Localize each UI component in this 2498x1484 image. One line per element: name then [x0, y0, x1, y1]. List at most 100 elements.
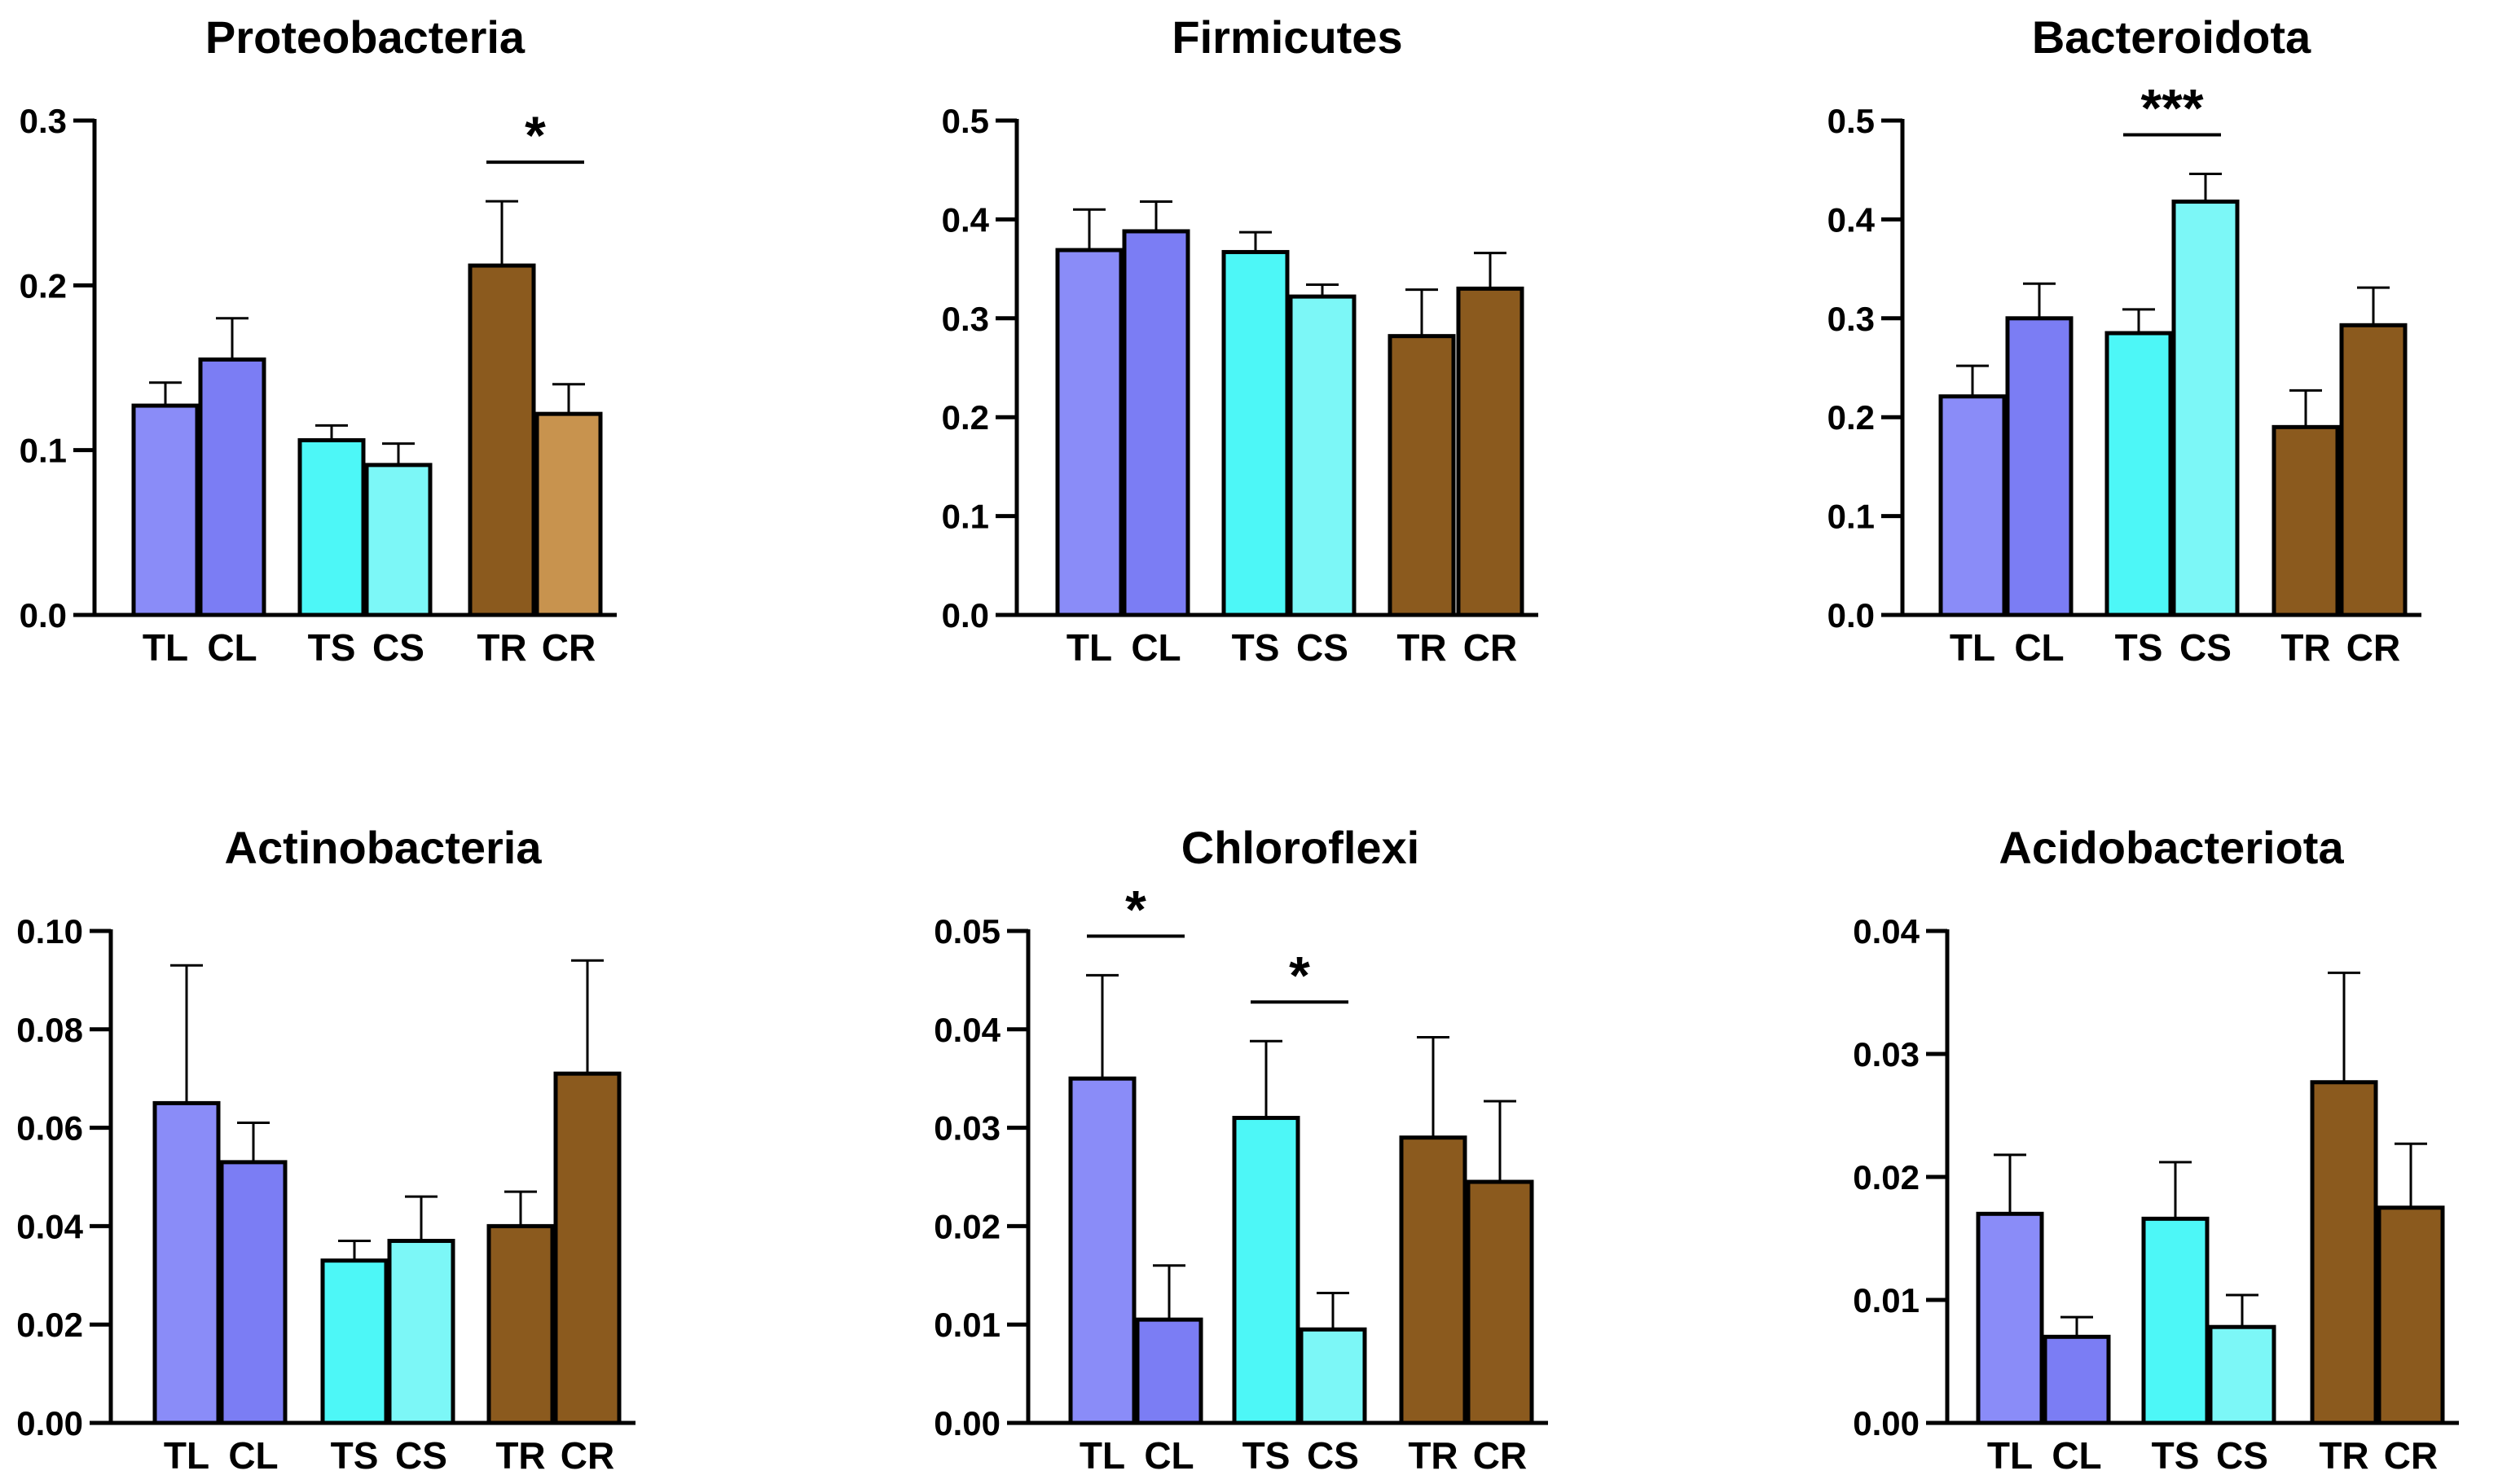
x-tick-label-cr: CR	[1463, 626, 1517, 669]
y-tick-label: 0.2	[942, 398, 989, 437]
y-tick-label: 0.04	[16, 1207, 83, 1245]
y-tick-label: 0.5	[942, 102, 989, 140]
x-tick-label-cs: CS	[395, 1434, 447, 1477]
significance-label: ***	[2140, 78, 2203, 138]
y-tick-label: 0.04	[934, 1011, 1001, 1049]
x-tick-label-cs: CS	[1307, 1434, 1359, 1477]
x-tick-label-cl: CL	[2052, 1434, 2101, 1477]
x-tick-label-cr: CR	[2384, 1434, 2438, 1477]
bar-cl	[2005, 316, 2074, 617]
bar-cl	[219, 1160, 288, 1425]
bar-tr	[1399, 1135, 1467, 1425]
x-tick-label-cs: CS	[2216, 1434, 2268, 1477]
y-tick-label: 0.06	[16, 1109, 83, 1148]
y-tick-label: 0.4	[942, 200, 990, 239]
panel-firmicutes: Firmicutes TL CL TS CS TR CR 0.0 0.1 0.2 0.3 0.4 0.5	[942, 11, 1538, 669]
x-tick-label-tl: TL	[1950, 626, 1995, 669]
bar-cr	[534, 411, 603, 617]
y-tick-label: 0.00	[16, 1404, 83, 1442]
y-tick-label: 0.04	[1853, 912, 1920, 951]
x-tick-label-cs: CS	[2179, 626, 2232, 669]
y-tick-label: 0.1	[20, 432, 67, 470]
y-tick-label: 0.1	[1827, 498, 1875, 536]
y-tick-label: 0.3	[942, 300, 989, 338]
bar-cs	[364, 463, 433, 617]
chart-title: Bacteroidota	[2032, 11, 2311, 63]
y-tick-label: 0.03	[1853, 1035, 1920, 1073]
x-tick-label-tl: TL	[1987, 1434, 2033, 1477]
bar-ts	[297, 438, 366, 617]
x-tick-label-tl: TL	[1080, 1434, 1125, 1477]
bar-cs	[1288, 294, 1357, 617]
x-tick-label-cl: CL	[1144, 1434, 1194, 1477]
y-tick-label: 0.02	[1853, 1158, 1920, 1196]
x-tick-label-cr: CR	[561, 1434, 614, 1477]
y-tick-label: 0.03	[934, 1109, 1001, 1148]
panel-bacteroidota: Bacteroidota TL CL TS CS TR CR 0.0 0.1 0.2 0.3 0.4 0…	[1827, 11, 2421, 669]
x-tick-label-cs: CS	[372, 626, 424, 669]
y-tick-label: 0.02	[16, 1306, 83, 1344]
x-tick-label-tr: TR	[1408, 1434, 1458, 1477]
panel-proteobacteria: Proteobacteria TL CL TS CS TR CR 0.0 0.1 0.2 0.3 *	[20, 11, 617, 669]
panel-acidobacteriota: Acidobacteriota TL CL TS CS TR CR 0.00 0.01 0.02 0…	[1853, 822, 2459, 1477]
x-tick-label-tl: TL	[1066, 626, 1112, 669]
bar-cr	[2339, 323, 2408, 617]
x-tick-label-cl: CL	[1131, 626, 1181, 669]
x-tick-label-tl: TL	[164, 1434, 209, 1477]
bar-cr	[2377, 1205, 2445, 1425]
x-tick-label-ts: TS	[2115, 626, 2163, 669]
y-tick-label: 0.10	[16, 912, 83, 951]
x-tick-label-tr: TR	[1396, 626, 1446, 669]
chart-title: Acidobacteriota	[1999, 822, 2344, 873]
x-tick-label-ts: TS	[1242, 1434, 1291, 1477]
bar-tl	[1055, 248, 1124, 617]
bar-cs	[1299, 1327, 1367, 1425]
y-tick-label: 0.2	[20, 266, 67, 305]
bar-cs	[387, 1239, 455, 1425]
y-tick-label: 0.01	[934, 1306, 1001, 1344]
y-tick-label: 0.08	[16, 1011, 83, 1049]
y-tick-label: 0.3	[1827, 300, 1875, 338]
y-tick-label: 0.3	[20, 102, 67, 140]
bar-cr	[553, 1071, 622, 1425]
bar-tl	[1976, 1211, 2044, 1425]
bar-tr	[2272, 424, 2340, 617]
x-tick-label-cl: CL	[228, 1434, 278, 1477]
x-tick-label-tr: TR	[477, 626, 526, 669]
bar-cr	[1466, 1179, 1534, 1425]
significance-label: *	[1289, 945, 1310, 1005]
bar-ts	[320, 1258, 389, 1425]
bar-tl	[1068, 1076, 1137, 1425]
bar-cl	[2043, 1334, 2111, 1425]
y-tick-label: 0.4	[1827, 200, 1876, 239]
bar-tr	[486, 1223, 555, 1425]
bar-tl	[131, 403, 200, 617]
bar-tl	[1938, 394, 2007, 617]
chart-title: Actinobacteria	[225, 822, 543, 873]
bar-cs	[2208, 1324, 2276, 1425]
x-tick-label-ts: TS	[331, 1434, 379, 1477]
bar-tr	[1388, 334, 1456, 617]
bar-tr	[2310, 1080, 2378, 1425]
x-tick-label-ts: TS	[2152, 1434, 2200, 1477]
x-tick-label-ts: TS	[1232, 626, 1280, 669]
y-tick-label: 0.0	[942, 596, 989, 634]
x-tick-label-tl: TL	[143, 626, 188, 669]
x-tick-label-ts: TS	[308, 626, 356, 669]
panel-chloroflexi: Chloroflexi TL CL TS CS TR CR 0.00 0.01 0.02 0.03 0…	[934, 822, 1548, 1477]
bar-ts	[2141, 1216, 2210, 1425]
x-tick-label-cr: CR	[1473, 1434, 1527, 1477]
bar-cl	[1135, 1317, 1203, 1425]
x-tick-label-tr: TR	[2319, 1434, 2368, 1477]
chart-title: Firmicutes	[1172, 11, 1402, 63]
bar-cl	[198, 357, 266, 617]
x-tick-label-tr: TR	[2280, 626, 2330, 669]
x-tick-label-cr: CR	[2346, 626, 2400, 669]
y-tick-label: 0.5	[1827, 102, 1875, 140]
bar-ts	[2104, 331, 2173, 617]
y-tick-label: 0.00	[1853, 1404, 1920, 1442]
x-tick-label-tr: TR	[495, 1434, 545, 1477]
x-tick-label-cl: CL	[2014, 626, 2064, 669]
y-tick-label: 0.05	[934, 912, 1001, 951]
